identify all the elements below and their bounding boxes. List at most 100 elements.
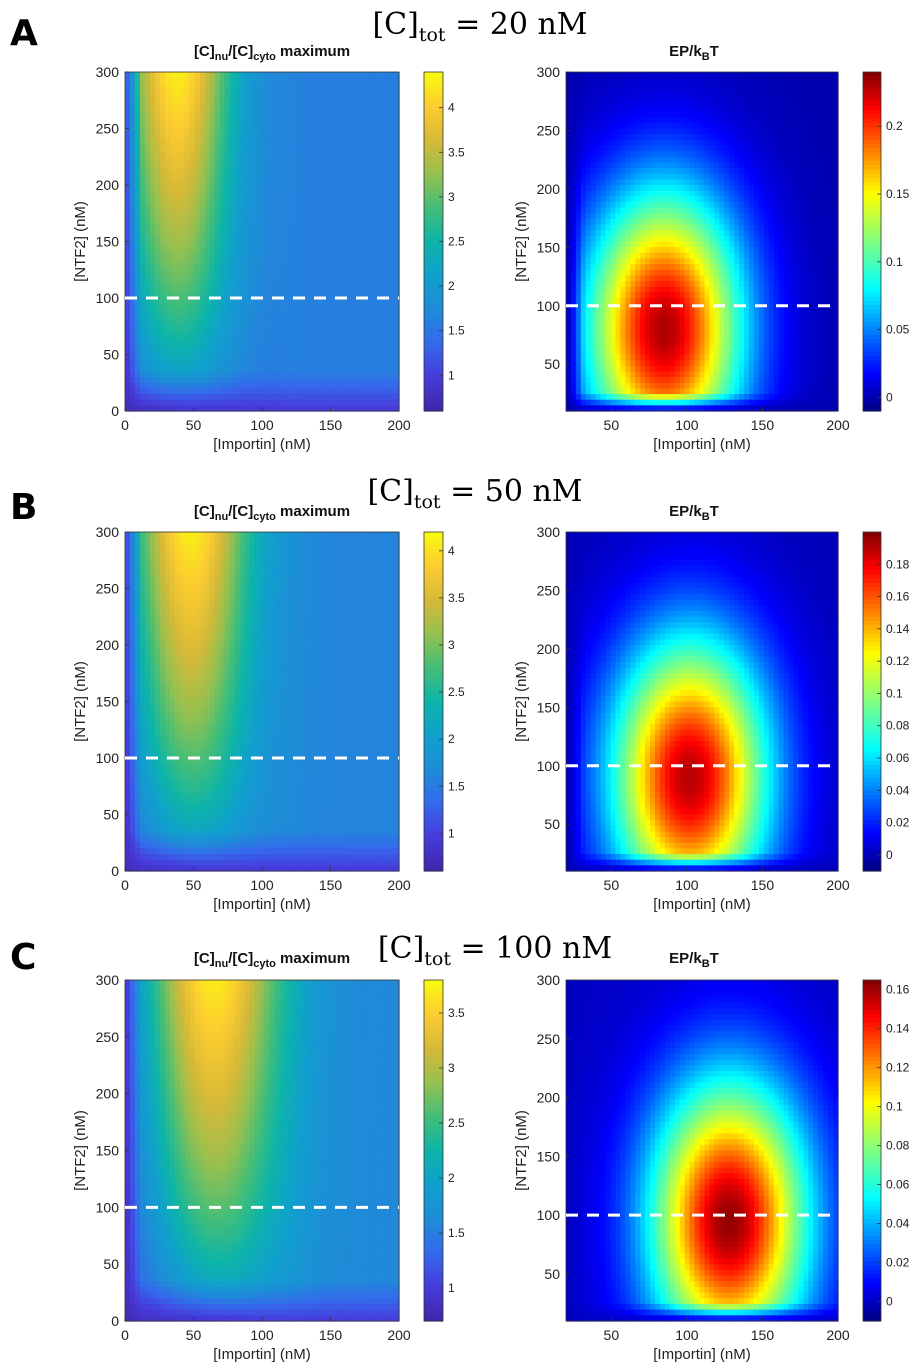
ep-heatmap-cell <box>575 100 582 107</box>
ratio-heatmap-cell <box>139 281 146 288</box>
ratio-heatmap-cell <box>269 354 276 361</box>
ratio-heatmap-cell <box>209 207 216 214</box>
ep-heatmap-cell <box>679 105 686 113</box>
ep-heatmap-cell <box>664 309 671 316</box>
ratio-heatmap-cell <box>384 196 390 203</box>
ratio-heatmap-cell <box>344 252 350 260</box>
ep-heatmap-cell <box>595 298 602 305</box>
ratio-heatmap-cell <box>324 77 330 84</box>
ep-heatmap-cell <box>635 365 641 373</box>
ep-heatmap-cell <box>694 88 701 96</box>
ratio-heatmap-cell <box>349 72 355 79</box>
ratio-heatmap-cell <box>134 105 141 113</box>
ep-heatmap-cell <box>610 382 617 389</box>
ratio-heatmap-cell <box>389 281 395 288</box>
ratio-heatmap-cell <box>169 371 176 378</box>
ep-heatmap-cell <box>650 139 656 147</box>
ep-heatmap-cell <box>679 134 686 141</box>
ep-heatmap-cell <box>659 258 666 265</box>
ratio-heatmap-cell <box>374 394 380 401</box>
ratio-heatmap-cell <box>324 241 330 248</box>
ratio-heatmap-cell <box>234 326 241 333</box>
ep-heatmap-cell <box>664 343 671 350</box>
ratio-heatmap-cell <box>274 185 281 192</box>
ratio-heatmap-cell <box>389 77 395 84</box>
ratio-heatmap-cell <box>219 207 226 214</box>
ep-heatmap-cell <box>659 156 666 163</box>
ratio-heatmap-cell <box>125 105 131 113</box>
ratio-heatmap-cell <box>389 190 395 197</box>
ratio-heatmap-cell <box>344 264 350 271</box>
ratio-heatmap-cell <box>389 275 395 282</box>
ratio-heatmap-cell <box>189 111 196 118</box>
ep-heatmap-cell <box>689 235 696 243</box>
ratio-heatmap-cell <box>144 241 151 248</box>
ratio-heatmap-cell <box>289 298 295 305</box>
ratio-heatmap-cell <box>224 252 231 260</box>
ep-heatmap-cell <box>590 117 597 124</box>
ratio-heatmap-cell <box>154 105 161 113</box>
ep-heatmap-cell <box>610 360 617 367</box>
ratio-heatmap-cell <box>249 241 256 248</box>
ratio-heatmap-cell <box>339 105 345 113</box>
ratio-heatmap-cell <box>214 264 221 271</box>
ratio-heatmap-cell <box>209 354 216 361</box>
ratio-heatmap-cell <box>349 371 355 378</box>
ratio-heatmap-cell <box>324 377 330 384</box>
ratio-heatmap-cell <box>129 343 136 350</box>
ratio-heatmap-cell <box>224 354 231 361</box>
ratio-heatmap-cell <box>374 139 380 147</box>
ratio-heatmap-cell <box>354 230 360 237</box>
ratio-heatmap-cell <box>269 185 276 192</box>
ratio-colorbar-swatch <box>424 317 443 323</box>
ep-heatmap-cell <box>595 83 602 90</box>
ep-heatmap-cell <box>630 405 636 412</box>
ep-heatmap-cell <box>615 258 621 265</box>
ratio-heatmap-cell <box>384 151 390 158</box>
ratio-heatmap-cell <box>214 377 221 384</box>
ratio-heatmap-cell <box>264 264 271 271</box>
ratio-heatmap-cell <box>144 348 151 356</box>
ep-heatmap-cell <box>650 286 656 293</box>
ep-heatmap-cell <box>600 388 607 395</box>
ratio-heatmap-cell <box>194 185 201 192</box>
ep-heatmap-cell <box>575 331 582 339</box>
ratio-heatmap-cell <box>394 252 400 260</box>
ratio-heatmap-cell <box>359 122 365 130</box>
ratio-heatmap-cell <box>134 269 141 276</box>
ep-heatmap-cell <box>620 314 626 322</box>
ratio-heatmap-cell <box>344 235 350 243</box>
ratio-heatmap-cell <box>139 377 146 384</box>
ratio-heatmap-cell <box>344 100 350 107</box>
ep-heatmap-cell <box>566 269 572 276</box>
ep-heatmap-cell <box>650 241 656 248</box>
ep-heatmap-cell <box>600 235 607 243</box>
ratio-heatmap-cell <box>334 111 340 118</box>
ep-heatmap-cell <box>566 190 572 197</box>
ep-heatmap-cell <box>635 173 641 180</box>
ratio-heatmap-cell <box>264 281 271 288</box>
ep-heatmap-cell <box>566 88 572 96</box>
ep-heatmap-cell <box>635 156 641 163</box>
ep-heatmap-cell <box>610 207 617 214</box>
ratio-heatmap-cell <box>394 173 400 180</box>
ep-heatmap-cell <box>620 83 626 90</box>
ratio-heatmap-cell <box>229 156 236 163</box>
ratio-heatmap-cell <box>284 207 290 214</box>
ratio-heatmap-cell <box>319 162 325 169</box>
ep-heatmap-cell <box>600 111 607 118</box>
ratio-heatmap-cell <box>369 173 375 180</box>
ratio-heatmap-cell <box>174 343 181 350</box>
ep-heatmap-cell <box>655 292 661 299</box>
ratio-heatmap-cell <box>369 88 375 96</box>
ratio-heatmap-cell <box>334 303 340 310</box>
ratio-heatmap-cell <box>369 156 375 163</box>
ratio-heatmap-cell <box>354 348 360 356</box>
ratio-heatmap-cell <box>359 94 365 101</box>
ratio-heatmap-cell <box>194 83 201 90</box>
ratio-heatmap-cell <box>209 247 216 254</box>
ep-heatmap-cell <box>679 201 686 209</box>
ratio-heatmap-cell <box>284 258 290 265</box>
ratio-heatmap-cell <box>179 320 186 327</box>
ratio-heatmap-cell <box>329 343 335 350</box>
